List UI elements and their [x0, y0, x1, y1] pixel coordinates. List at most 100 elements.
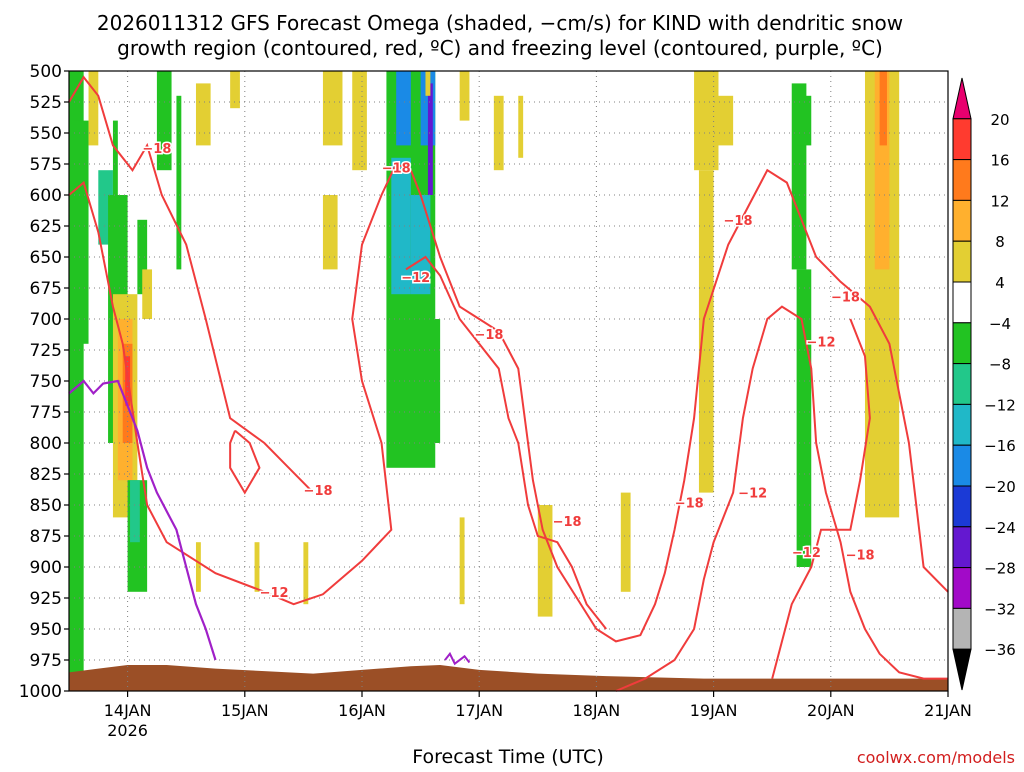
colorbar-swatch-1 [952, 118, 972, 161]
y-tick-label-8: 700 [30, 310, 62, 330]
dgz-contour-line-0 [68, 75, 314, 494]
colorbar-swatch-3 [952, 199, 972, 242]
omega-shade-cell-39 [698, 170, 714, 493]
contour-label-13: −18 [846, 549, 875, 564]
dgz-contour-line-2 [229, 429, 261, 495]
colorbar-swatch-4 [952, 240, 972, 283]
contour-labels: −18 −12 −18 −18 −12 −18 −18 −18 −18 −12 −12 −12 −18 −… [141, 140, 876, 602]
omega-shade-cell-46 [879, 71, 887, 146]
y-tick-label-0: 500 [30, 62, 62, 82]
dgz-contour-line-3 [405, 255, 607, 630]
x-tick-label-2: 16JAN [338, 701, 386, 720]
colorbar-swatch-11 [952, 526, 972, 569]
x-tick-label-4: 18JAN [573, 701, 621, 720]
dgz-contour-line-1 [68, 162, 949, 643]
omega-shade-cell-29 [391, 319, 441, 443]
y-tick-label-7: 675 [30, 279, 62, 299]
colorbar-label-10: −24 [984, 519, 1016, 537]
omega-shade-cell-15 [176, 95, 182, 270]
omega-shade-cell-42 [796, 269, 812, 567]
y-tick-label-15: 875 [30, 527, 62, 547]
y-tick-label-5: 625 [30, 217, 62, 237]
omega-shade-cell-11 [130, 480, 140, 543]
y-tick-label-19: 975 [30, 651, 62, 671]
y-tick-label-6: 650 [30, 248, 62, 268]
x-tick-label-0: 14JAN [104, 701, 152, 720]
omega-shade-cell-17 [195, 542, 201, 592]
contour-label-9: −12 [738, 487, 767, 502]
omega-shade-cell-32 [493, 95, 504, 171]
terrain-area [69, 664, 948, 691]
omega-shade-cell-22 [322, 195, 338, 270]
dgz-contour-line-4 [615, 305, 948, 692]
grid-lines [69, 71, 948, 691]
y-tick-label-9: 725 [30, 341, 62, 361]
chart-title-line-1: 2026011312 GFS Forecast Omega (shaded, −… [97, 11, 903, 35]
terrain-fill [69, 664, 948, 691]
y-tick-label-17: 925 [30, 589, 62, 609]
x-axis-title: Forecast Time (UTC) [412, 746, 603, 768]
omega-shade-cell-43 [796, 95, 812, 146]
omega-shade-cell-26 [396, 71, 411, 146]
freezing-level-contour [68, 379, 471, 666]
omega-shade-cell-21 [322, 71, 343, 146]
y-tick-label-11: 775 [30, 403, 62, 423]
contour-label-8: −18 [724, 214, 753, 229]
colorbar-label-4: 4 [995, 274, 1005, 292]
omega-shade-cell-23 [352, 71, 367, 171]
y-tick-label-12: 800 [30, 434, 62, 454]
omega-shade-cell-31 [425, 71, 431, 96]
colorbar-label-2: 12 [990, 192, 1009, 210]
colorbar-swatch-13 [952, 607, 972, 650]
y-tick-label-14: 850 [30, 496, 62, 516]
colorbar-label-8: −16 [984, 437, 1016, 455]
x-tick-label-3: 17JAN [455, 701, 503, 720]
plot-frame [68, 70, 949, 692]
colorbar-label-3: 8 [995, 233, 1005, 251]
contour-label-2: −18 [304, 484, 333, 499]
y-tick-label-13: 825 [30, 465, 62, 485]
omega-shade-cell-34 [459, 71, 470, 121]
colorbar-swatch-10 [952, 485, 972, 528]
colorbar-swatch-6 [952, 322, 972, 365]
omega-shade-cell-16 [195, 83, 211, 146]
y-tick-label-2: 550 [30, 124, 62, 144]
y-tick-label-1: 525 [30, 93, 62, 113]
contour-label-10: −12 [792, 546, 821, 561]
omega-shade-cell-13 [142, 269, 153, 319]
colorbar-swatch-2 [952, 159, 972, 201]
colorbar-swatch-12 [952, 567, 972, 609]
colorbar-label-9: −20 [984, 478, 1016, 496]
y-tick-label-4: 600 [30, 186, 62, 206]
x-tick-label-6: 20JAN [807, 701, 855, 720]
x-tick-label-5: 19JAN [690, 701, 738, 720]
omega-shade-cell-35 [459, 517, 465, 605]
colorbar-swatch-14 [952, 648, 972, 691]
colorbar-label-7: −12 [984, 396, 1016, 414]
y-tick-label-20: 1000 [19, 682, 62, 702]
y-axis: 500 525 550 575 600 625 650 675 700 725 750 775 800 8… [19, 62, 69, 702]
contour-label-5: −18 [474, 328, 503, 343]
colorbar-label-1: 16 [990, 152, 1009, 170]
colorbar-label-11: −28 [984, 560, 1016, 578]
colorbar-label-0: 20 [990, 111, 1009, 129]
contour-label-4: −12 [401, 271, 430, 286]
x-tick-label-1: 15JAN [221, 701, 269, 720]
contour-label-11: −12 [807, 335, 836, 350]
omega-shade-cell-30 [410, 195, 431, 295]
omega-shade-cell-37 [620, 492, 631, 592]
contour-label-3: −18 [382, 162, 411, 177]
omega-shade-cell-2 [88, 71, 99, 146]
omega-shade-cell-25 [391, 157, 411, 295]
colorbar-swatch-9 [952, 444, 972, 487]
omega-shade-cell-14 [156, 71, 172, 171]
omega-shade-cell-5 [112, 120, 118, 220]
colorbar-label-5: −4 [989, 315, 1011, 333]
x-tick-sublabel-0: 2026 [107, 721, 148, 740]
colorbar-swatch-7 [952, 363, 972, 405]
chart-title-line-2: growth region (contoured, red, ºC) and f… [117, 36, 883, 60]
omega-shade-cell-1 [73, 120, 89, 344]
omega-shade-cell-28 [427, 83, 433, 195]
